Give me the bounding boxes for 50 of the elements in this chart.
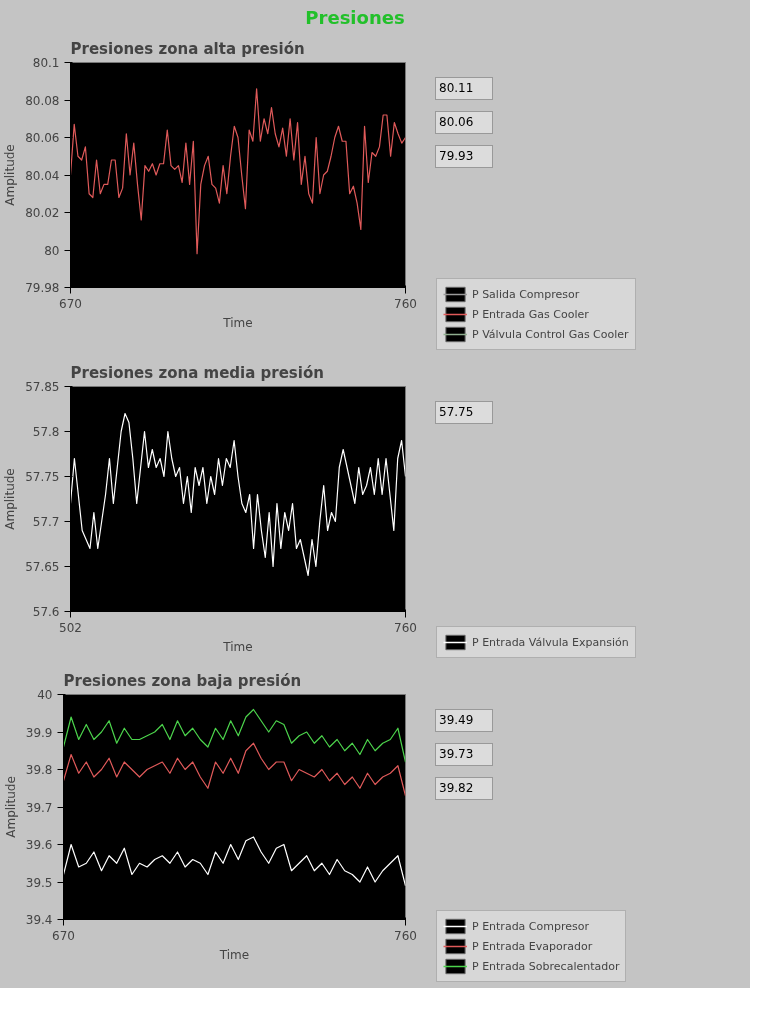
legend-label: P Entrada Válvula Expansión [472, 635, 629, 649]
y-tick-label: 80 [44, 243, 60, 258]
chart-title: Presiones zona baja presión [63, 671, 302, 690]
legend-label: P Entrada Sobrecalentador [472, 959, 620, 973]
y-tick-label: 57.8 [32, 425, 60, 439]
y-tick-label: 57.65 [25, 560, 60, 574]
x-axis-title: Time [222, 315, 253, 330]
legend-label: P Entrada Gas Cooler [472, 307, 589, 321]
legend-label: P Entrada Compresor [472, 919, 589, 933]
y-tick-label: 40 [37, 688, 53, 702]
x-tick-label: 670 [52, 928, 75, 943]
y-tick-label: 57.85 [25, 380, 60, 394]
x-tick-label: 502 [59, 620, 82, 635]
y-tick-label: 39.7 [25, 800, 53, 815]
y-tick-label: 57.7 [32, 515, 60, 529]
x-tick-label: 760 [394, 928, 417, 943]
text: 39.49 [435, 709, 493, 733]
y-tick-label: 80.08 [25, 93, 60, 108]
y-tick-label: 39.4 [25, 913, 53, 927]
y-tick-label: 57.6 [32, 605, 60, 619]
chart-title: Presiones zona media presión [70, 363, 324, 382]
y-tick-label: 57.75 [25, 470, 60, 484]
y-tick-label: 39.6 [25, 838, 53, 852]
legend-label: P Válvula Control Gas Cooler [472, 327, 629, 341]
y-tick-label: 80.04 [25, 168, 60, 183]
text: 39.73 [435, 743, 493, 767]
y-tick-label: 80.1 [32, 56, 60, 70]
y-tick-label: 39.9 [25, 725, 53, 740]
text: 57.75 [435, 401, 493, 425]
y-tick-label: 39.8 [25, 763, 53, 777]
x-axis-title: Time [218, 947, 250, 962]
x-axis-title: Time [222, 639, 253, 654]
y-tick-label: 39.5 [25, 875, 53, 890]
chart-subtitle: Presiones zona alta presión [70, 39, 305, 58]
text: 39.82 [435, 777, 493, 801]
chart-title: Presiones [304, 6, 406, 30]
y-axis-title: Amplitude [3, 144, 18, 206]
y-axis-title: Amplitude [3, 776, 18, 838]
legend-label: P Entrada Evaporador [472, 939, 593, 953]
x-tick-label: 760 [394, 296, 417, 311]
y-tick-label: 79.98 [25, 281, 60, 295]
legend-label: P Salida Compresor [472, 287, 580, 301]
text: 79.93 [435, 145, 493, 169]
y-tick-label: 80.02 [25, 206, 60, 220]
x-tick-label: 670 [59, 296, 82, 311]
x-tick-label: 760 [394, 620, 417, 635]
text: 80.11 [435, 77, 493, 101]
y-axis-title: Amplitude [3, 468, 18, 530]
text: 80.06 [435, 111, 493, 135]
y-tick-label: 80.06 [25, 131, 60, 145]
